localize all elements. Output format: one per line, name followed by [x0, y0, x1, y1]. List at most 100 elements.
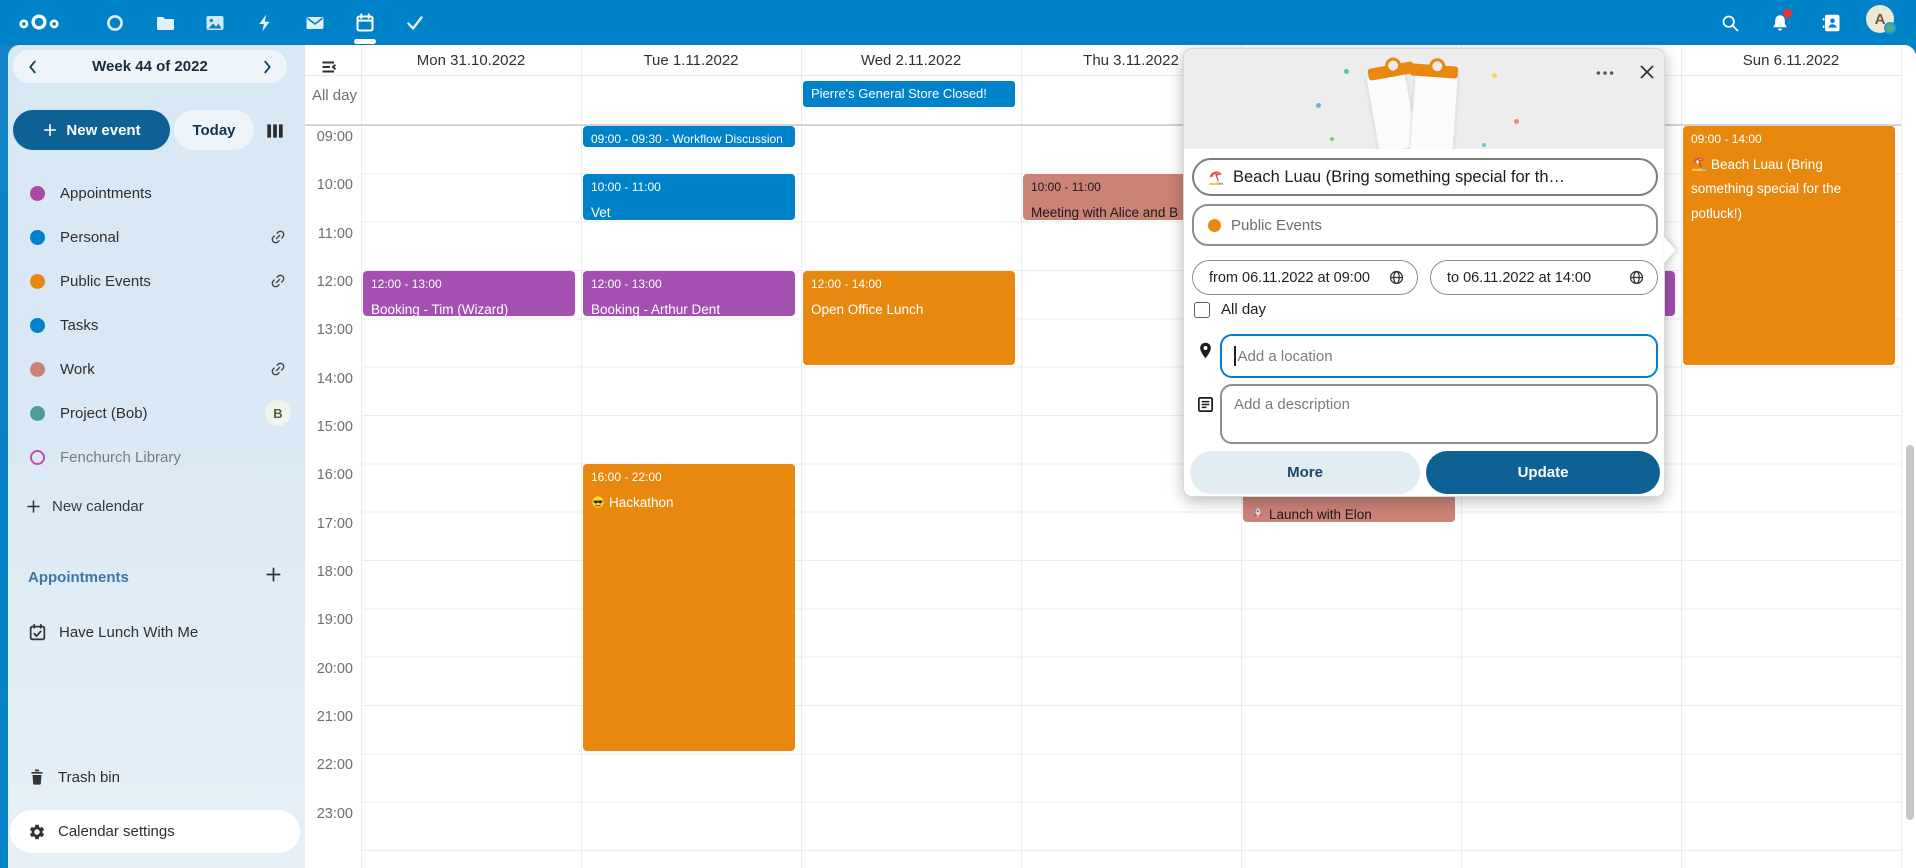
- appointment-item[interactable]: Have Lunch With Me: [8, 617, 305, 647]
- description-note-icon: [1196, 395, 1215, 414]
- event[interactable]: 09:00 - 14:00 Beach Luau (Bring something…: [1683, 126, 1895, 365]
- list-collapse-icon[interactable]: [319, 57, 339, 77]
- event-time: 10:00 - 11:00: [591, 180, 661, 195]
- notifications-button[interactable]: [1758, 0, 1802, 45]
- shared-by-badge: B: [265, 400, 291, 426]
- event-time: 10:00 - 11:00: [1031, 180, 1101, 195]
- view-grid-icon[interactable]: [264, 120, 286, 142]
- calendar-color-dot: [30, 185, 45, 201]
- files-icon: [155, 13, 175, 33]
- clipboard-illustration: [1409, 69, 1459, 149]
- appointment-item-label: Have Lunch With Me: [59, 623, 199, 641]
- event-title: Booking - Arthur Dent: [591, 301, 721, 317]
- trash-bin-label: Trash bin: [58, 768, 120, 786]
- event-title: Open Office Lunch: [811, 301, 924, 317]
- link-icon: [270, 229, 286, 245]
- app-menu: [90, 0, 440, 45]
- sidebar-calendar-fenchurch-library[interactable]: Fenchurch Library: [8, 435, 305, 479]
- mail-app-button[interactable]: [290, 0, 340, 45]
- today-label: Today: [192, 121, 236, 139]
- event[interactable]: 12:00 - 13:00 Booking - Tim (Wizard): [363, 270, 575, 317]
- search-icon: [1720, 13, 1740, 33]
- allday-toggle-label: All day: [1221, 301, 1267, 318]
- time-label: 11:00: [317, 225, 353, 242]
- location-input[interactable]: Add a location: [1220, 334, 1658, 378]
- event-title: Meeting with Alice and B: [1031, 205, 1179, 220]
- event-title: Booking - Tim (Wizard): [371, 301, 509, 317]
- event[interactable]: 10:00 - 11:00 Vet: [583, 174, 795, 220]
- activity-icon: [255, 13, 275, 33]
- calendar-name: Work: [60, 360, 95, 378]
- sidebar-calendar-tasks[interactable]: Tasks: [8, 303, 305, 347]
- link-icon: [270, 273, 286, 289]
- trash-bin-button[interactable]: Trash bin: [8, 761, 305, 793]
- event-time: 12:00 - 13:00: [371, 276, 442, 291]
- next-week-button[interactable]: [255, 55, 279, 79]
- time-label: 12:00: [316, 273, 353, 290]
- description-input[interactable]: Add a description: [1220, 384, 1658, 444]
- previous-week-button[interactable]: [21, 55, 45, 79]
- event[interactable]: 12:00 - 14:00 Open Office Lunch: [803, 270, 1015, 365]
- calendar-name: Tasks: [60, 316, 99, 334]
- calendar-name: Fenchurch Library: [60, 448, 181, 466]
- event[interactable]: 16:00 - 22:00 Hackathon: [583, 464, 795, 752]
- allday-event[interactable]: Pierre's General Store Closed!: [803, 81, 1015, 107]
- location-placeholder: Add a location: [1237, 347, 1333, 365]
- files-app-button[interactable]: [140, 0, 190, 45]
- share-link-button[interactable]: [265, 356, 291, 382]
- more-actions-icon[interactable]: [1592, 61, 1618, 85]
- nextcloud-logo-icon[interactable]: [16, 11, 62, 33]
- bell-icon: [1770, 13, 1790, 33]
- tasks-app-button[interactable]: [390, 0, 440, 45]
- sidebar-calendar-public-events[interactable]: Public Events: [8, 259, 305, 303]
- search-button[interactable]: [1708, 0, 1752, 45]
- calendar-settings-button[interactable]: Calendar settings: [10, 810, 300, 853]
- update-button[interactable]: Update: [1426, 451, 1660, 494]
- confetti-dot: [1492, 73, 1497, 78]
- share-link-button[interactable]: [265, 224, 291, 250]
- confetti-dot: [1344, 69, 1349, 74]
- close-icon[interactable]: [1634, 59, 1660, 85]
- week-grid: Mon 31.10.2022Tue 1.11.2022Wed 2.11.2022…: [305, 45, 1916, 868]
- sidebar-calendar-personal[interactable]: Personal: [8, 215, 305, 259]
- event[interactable]: 09:00 - 09:30 - Workflow Discussion: [583, 126, 795, 148]
- time-label: 14:00: [316, 370, 353, 387]
- new-event-label: New event: [66, 121, 141, 139]
- sidebar-calendar-appointments[interactable]: Appointments: [8, 171, 305, 215]
- dashboard-app-button[interactable]: [90, 0, 140, 45]
- time-label: 17:00: [316, 515, 353, 532]
- allday-checkbox[interactable]: [1194, 301, 1210, 318]
- calendar-app-button[interactable]: [340, 0, 390, 45]
- add-appointment-button[interactable]: [264, 565, 288, 589]
- sidebar-calendar-work[interactable]: Work: [8, 347, 305, 391]
- sidebar-calendar-project-bob-[interactable]: Project (Bob) B: [8, 391, 305, 435]
- start-datetime-field[interactable]: from 06.11.2022 at 09:00: [1192, 260, 1418, 295]
- appointments-heading: Appointments: [28, 568, 129, 586]
- calendar-color-dot: [30, 273, 45, 289]
- photos-icon: [205, 13, 225, 33]
- activity-app-button[interactable]: [240, 0, 290, 45]
- more-button[interactable]: More: [1190, 451, 1420, 494]
- popup-arrow: [1664, 237, 1676, 263]
- event[interactable]: 12:00 - 13:00 Booking - Arthur Dent: [583, 270, 795, 317]
- vertical-scrollbar[interactable]: [1906, 445, 1914, 820]
- end-datetime-field[interactable]: to 06.11.2022 at 14:00: [1430, 260, 1658, 295]
- photos-app-button[interactable]: [190, 0, 240, 45]
- today-button[interactable]: Today: [174, 110, 254, 150]
- calendar-icon: [355, 12, 375, 33]
- new-event-button[interactable]: New event: [13, 110, 170, 150]
- beach-umbrella-icon: [1208, 169, 1224, 185]
- location-pin-icon: [1196, 341, 1215, 360]
- event-title-input[interactable]: Beach Luau (Bring something special for …: [1192, 158, 1658, 196]
- event-time: 09:00 - 14:00: [1691, 132, 1762, 146]
- link-icon: [270, 361, 286, 377]
- allday-toggle[interactable]: All day: [1194, 301, 1266, 318]
- time-label: 18:00: [316, 563, 353, 580]
- new-calendar-button[interactable]: New calendar: [8, 491, 305, 521]
- event-time: 12:00 - 13:00: [591, 276, 662, 291]
- event-title: Vet: [591, 205, 611, 220]
- trash-icon: [28, 768, 46, 786]
- calendar-select[interactable]: Public Events: [1192, 204, 1658, 246]
- share-link-button[interactable]: [265, 268, 291, 294]
- contacts-button[interactable]: [1810, 0, 1854, 45]
